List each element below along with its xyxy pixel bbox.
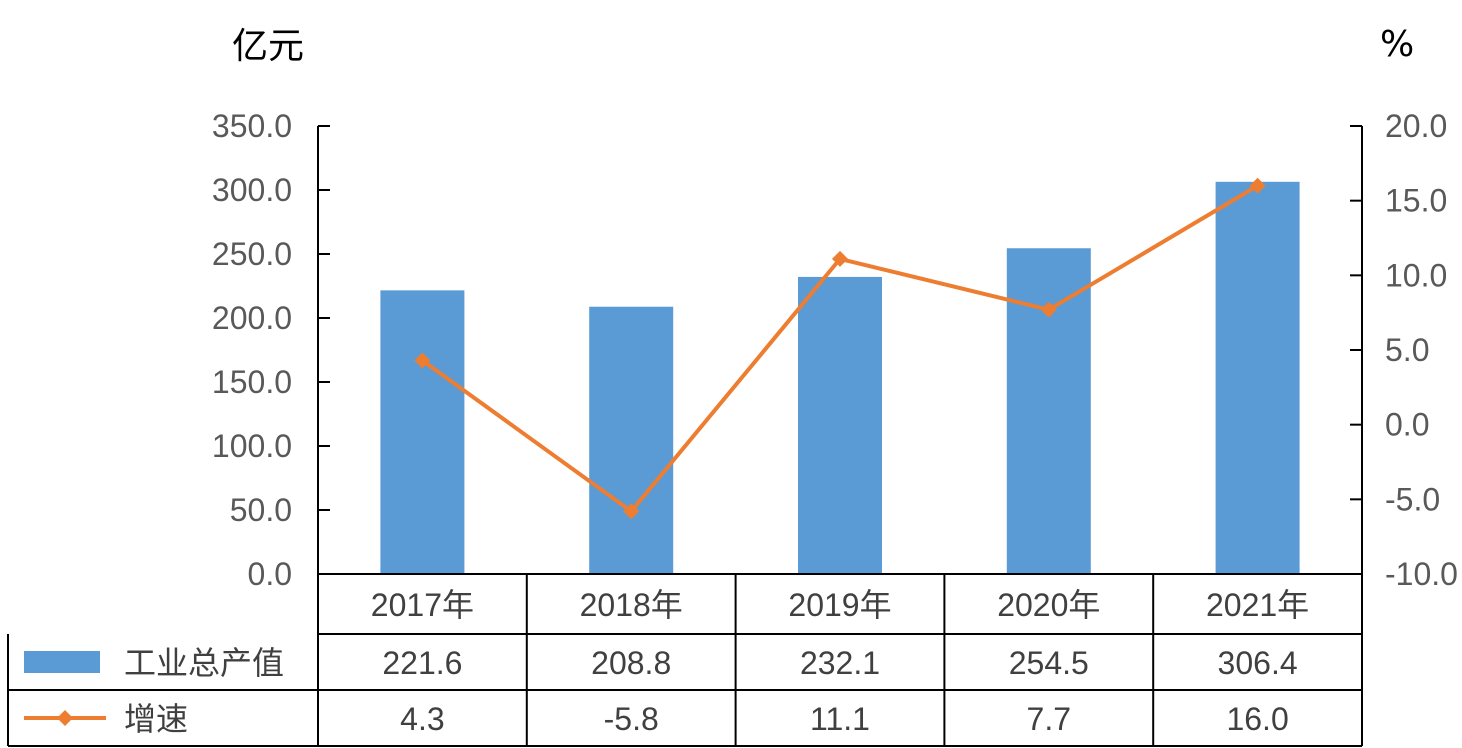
right-axis-unit: % [1380, 24, 1414, 65]
table-cell: 16.0 [1226, 701, 1288, 737]
table-cell: -5.8 [604, 701, 659, 737]
left-tick-label: 50.0 [230, 492, 292, 528]
table-cell: 254.5 [1009, 645, 1089, 681]
bar [589, 306, 674, 574]
left-tick-label: 100.0 [212, 428, 292, 464]
right-tick-label: 10.0 [1385, 257, 1447, 293]
bar [380, 290, 465, 574]
right-tick-label: -5.0 [1385, 481, 1440, 517]
left-tick-label: 300.0 [212, 172, 292, 208]
table-cell: 208.8 [591, 645, 671, 681]
line-point [1249, 177, 1266, 194]
category-label: 2017年 [371, 587, 474, 623]
line-point [623, 503, 640, 520]
table-cell: 221.6 [382, 645, 462, 681]
row-label: 增速 [124, 700, 188, 738]
line-point [414, 352, 431, 369]
right-axis: -10.0 -5.0 0.0 5.0 10.0 15.0 20.0 [1350, 108, 1458, 592]
left-tick-label: 200.0 [212, 300, 292, 336]
row-label: 工业总产值 [124, 644, 284, 682]
table-cell: 4.3 [400, 701, 444, 737]
left-tick-label: 350.0 [212, 108, 292, 144]
right-tick-label: 20.0 [1385, 108, 1447, 144]
bar [1215, 181, 1300, 575]
line-point [1040, 301, 1057, 318]
category-label: 2020年 [997, 587, 1100, 623]
right-tick-label: 0.0 [1385, 407, 1429, 443]
bar [1006, 248, 1091, 575]
table-cell: 232.1 [800, 645, 880, 681]
right-tick-label: -10.0 [1385, 556, 1458, 592]
left-tick-label: 0.0 [248, 556, 292, 592]
table-cell: 7.7 [1027, 701, 1071, 737]
bar [798, 276, 882, 574]
left-tick-label: 250.0 [212, 236, 292, 272]
legend-line-marker [57, 710, 73, 726]
right-tick-label: 15.0 [1385, 183, 1447, 219]
right-tick-label: 5.0 [1385, 332, 1429, 368]
table-cell: 306.4 [1218, 645, 1298, 681]
legend-bar-swatch [24, 651, 100, 673]
table-cell: 11.1 [810, 701, 870, 737]
left-axis: 0.0 50.0 100.0 150.0 200.0 250.0 300.0 350.0 [212, 108, 330, 592]
left-tick-label: 150.0 [212, 364, 292, 400]
category-label: 2018年 [580, 587, 683, 623]
line-point [832, 250, 848, 267]
category-label: 2021年 [1206, 587, 1309, 623]
line-series [414, 177, 1266, 520]
left-axis-unit: 亿元 [232, 26, 304, 67]
category-label: 2019年 [788, 587, 891, 623]
